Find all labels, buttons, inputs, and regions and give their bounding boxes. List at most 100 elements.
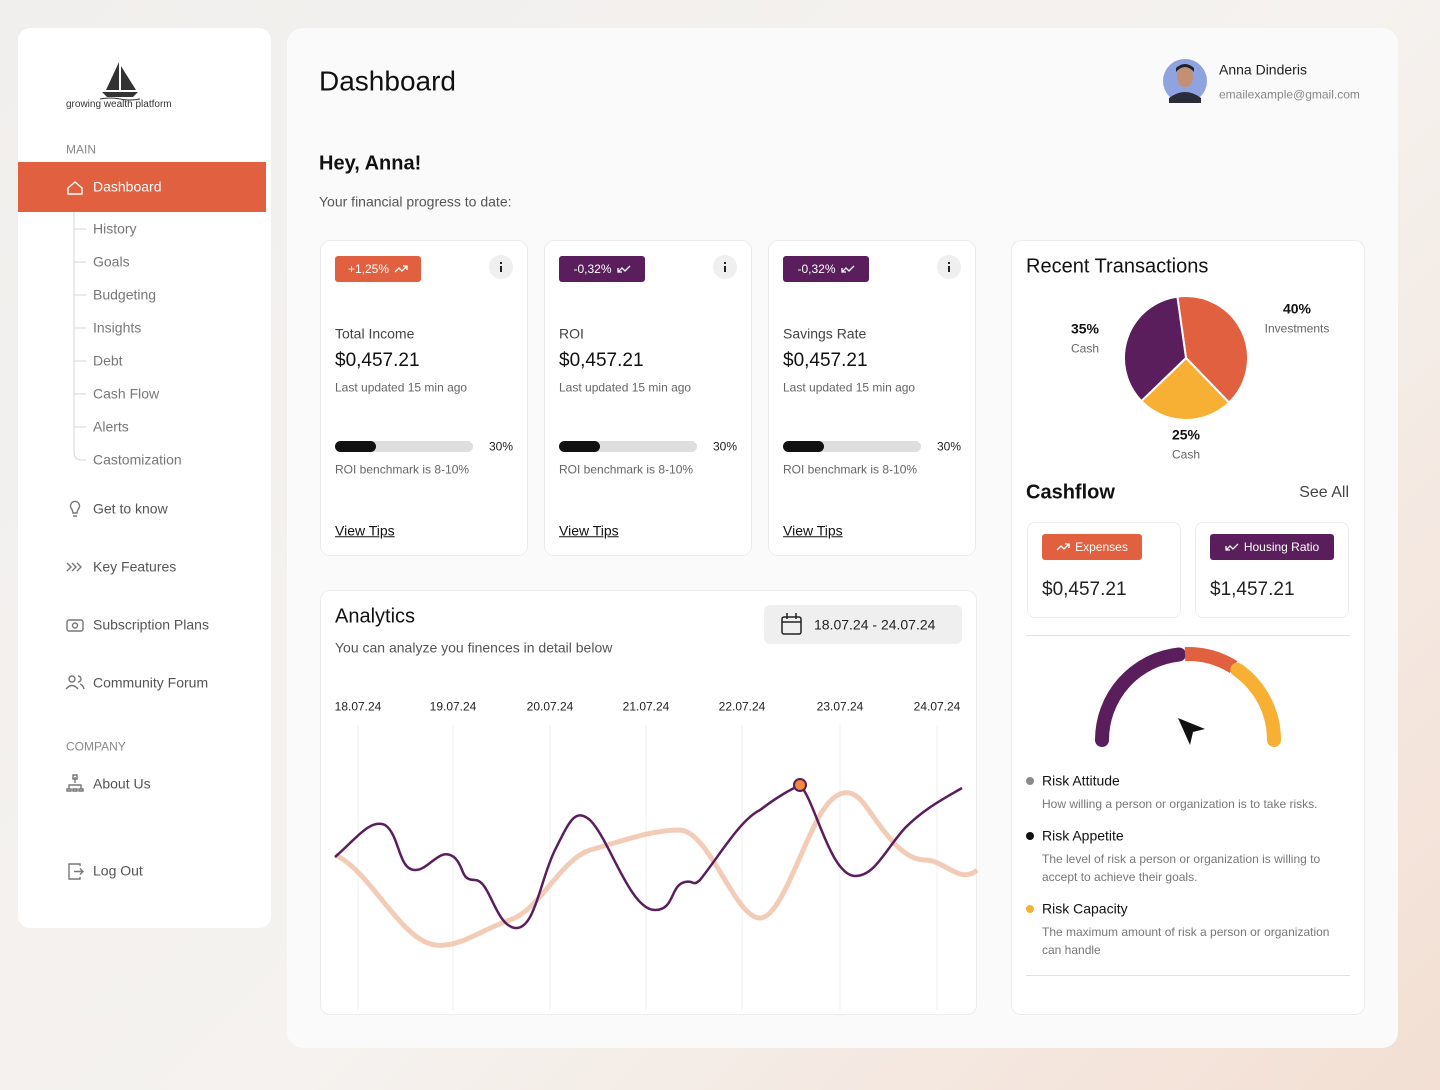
analytics-title: Analytics [335, 605, 416, 628]
info-button[interactable] [713, 255, 737, 279]
pie-name: Investments [1264, 321, 1330, 336]
right-panel [1011, 240, 1365, 1015]
kpi-title: Total Income [335, 325, 415, 342]
kpi-updated: Last updated 15 min ago [559, 380, 692, 395]
legend-dot [1026, 832, 1034, 840]
cashflow-badge: Housing Ratio [1210, 534, 1334, 560]
section-label: MAIN [66, 142, 96, 157]
date-label: 23.07.24 [816, 699, 864, 714]
progress-fill [559, 441, 601, 452]
date-label: 20.07.24 [526, 699, 574, 714]
info-icon [724, 262, 726, 272]
pie-name: Cash [1070, 341, 1100, 356]
page-title: Dashboard [319, 65, 456, 97]
progress-label: 30% [937, 439, 962, 454]
nav-subitem[interactable]: Debt [93, 352, 123, 369]
section-title: Recent Transactions [1026, 255, 1209, 278]
info-icon [948, 262, 950, 272]
risk-title: Risk Appetite [1042, 827, 1124, 844]
divider [1026, 635, 1350, 636]
analytics-subtitle: You can analyze you finences in detail b… [335, 639, 613, 656]
info-icon [500, 262, 502, 272]
pie-name: Cash [1171, 447, 1201, 462]
cashflow-amount: $1,457.21 [1210, 579, 1295, 601]
nav-item[interactable]: Key Features [93, 558, 177, 575]
nav-subitem[interactable]: Goals [93, 253, 130, 270]
date-label: 24.07.24 [913, 699, 961, 714]
risk-description: The maximum amount of risk a person or o… [1042, 925, 1330, 957]
badge-text: Housing Ratio [1243, 540, 1320, 554]
nav-item[interactable]: Subscription Plans [93, 616, 209, 633]
pie-label: 40% [1282, 300, 1312, 317]
badge-text: +1,25% [347, 262, 390, 276]
progress-label: 30% [713, 439, 738, 454]
badge-text: -0,32% [797, 262, 836, 276]
date-range[interactable]: 18.07.24 - 24.07.24 [814, 616, 936, 633]
kpi-badge: +1,25% [335, 256, 421, 282]
date-label: 21.07.24 [622, 699, 670, 714]
greeting-subtitle: Your financial progress to date: [319, 193, 512, 210]
nav-item[interactable]: Get to know [93, 500, 168, 517]
progress-track [335, 441, 473, 452]
greeting: Hey, Anna! [319, 152, 422, 175]
kpi-card [768, 240, 976, 556]
kpi-title: ROI [559, 325, 584, 342]
section-title: Cashflow [1026, 481, 1115, 504]
see-all-link[interactable]: See All [1299, 484, 1349, 501]
pie-label: 25% [1171, 426, 1201, 443]
brand-tagline: growing wealth platform [66, 98, 172, 110]
view-tips-link[interactable]: View Tips [335, 522, 395, 539]
nav-item[interactable]: About Us [93, 775, 151, 792]
kpi-updated: Last updated 15 min ago [335, 380, 468, 395]
benchmark: ROI benchmark is 8-10% [335, 462, 470, 477]
nav-item[interactable]: Log Out [93, 862, 143, 879]
kpi-card [544, 240, 752, 556]
kpi-amount: $0,457.21 [783, 350, 868, 372]
badge-text: Expenses [1075, 540, 1128, 554]
nav-subitem[interactable]: Insights [93, 319, 142, 336]
badge-text: -0,32% [573, 262, 612, 276]
active-nav-bg[interactable] [18, 162, 266, 212]
info-button[interactable] [937, 255, 961, 279]
kpi-amount: $0,457.21 [335, 350, 420, 372]
pie-label: 35% [1070, 320, 1100, 337]
progress-track [783, 441, 921, 452]
risk-title: Risk Capacity [1042, 900, 1128, 917]
divider [1026, 975, 1350, 976]
nav-subitem[interactable]: Budgeting [93, 286, 157, 303]
trend-down-icon [616, 265, 630, 273]
nav-subitem[interactable]: Castomization [93, 451, 182, 468]
progress-track [559, 441, 697, 452]
view-tips-link[interactable]: View Tips [783, 522, 843, 539]
kpi-updated: Last updated 15 min ago [783, 380, 916, 395]
kpi-title: Savings Rate [783, 325, 867, 342]
trend-down-icon [1225, 543, 1239, 551]
trend-down-icon [840, 265, 854, 273]
nav-subitem[interactable]: Cash Flow [93, 385, 160, 402]
nav-item[interactable]: Community Forum [93, 674, 209, 691]
benchmark: ROI benchmark is 8-10% [559, 462, 694, 477]
nav-subitem[interactable]: Alerts [93, 418, 129, 435]
user-name: Anna Dinderis [1219, 61, 1307, 78]
progress-fill [335, 441, 377, 452]
benchmark: ROI benchmark is 8-10% [783, 462, 918, 477]
progress-fill [783, 441, 825, 452]
legend-dot [1026, 905, 1034, 913]
nav-item-active[interactable]: Dashboard [93, 178, 162, 195]
user-email: emailexample@gmail.com [1219, 87, 1360, 102]
legend-dot [1026, 777, 1034, 785]
trend-up-icon [394, 265, 408, 273]
section-label: COMPANY [66, 739, 126, 754]
nav-subitem[interactable]: History [93, 220, 137, 237]
cashflow-badge: Expenses [1042, 534, 1142, 560]
date-label: 19.07.24 [429, 699, 477, 714]
info-button[interactable] [489, 255, 513, 279]
view-tips-link[interactable]: View Tips [559, 522, 619, 539]
risk-description: The level of risk a person or organizati… [1042, 852, 1321, 884]
risk-description: How willing a person or organization is … [1042, 797, 1318, 811]
date-label: 22.07.24 [718, 699, 766, 714]
kpi-amount: $0,457.21 [559, 350, 644, 372]
risk-title: Risk Attitude [1042, 772, 1120, 789]
